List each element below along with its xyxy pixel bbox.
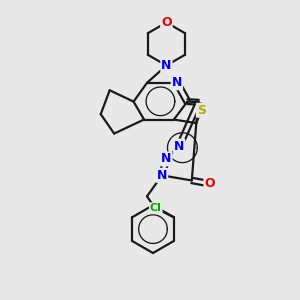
Text: S: S [197,104,206,117]
Text: O: O [161,16,172,29]
Text: N: N [174,140,184,153]
Text: N: N [161,152,172,166]
Text: N: N [161,59,172,72]
Text: Cl: Cl [150,203,162,213]
Text: O: O [204,177,215,190]
Text: N: N [157,169,167,182]
Text: N: N [172,76,182,89]
